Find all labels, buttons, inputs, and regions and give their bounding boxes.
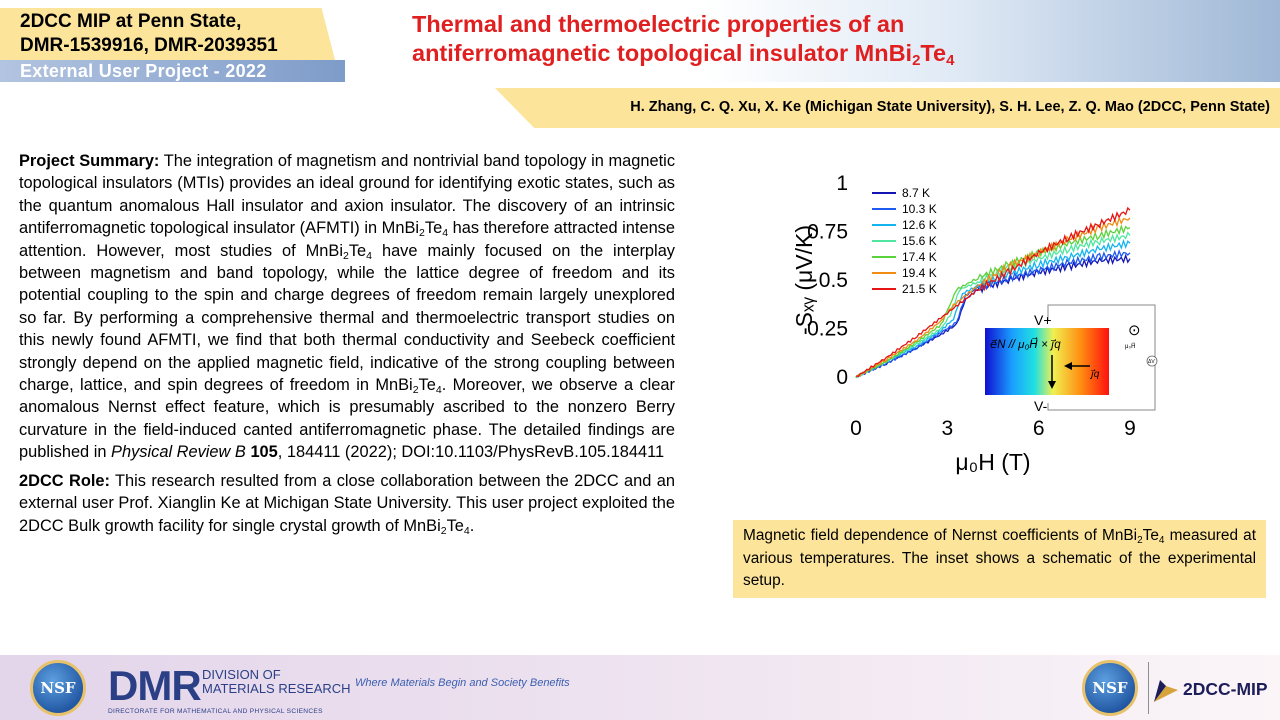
footer-band xyxy=(0,655,1280,720)
inset-voltmeter xyxy=(1146,355,1158,367)
2dcc-mip-logo: 2DCC-MIP xyxy=(1183,679,1268,699)
nsf-logo: NSF xyxy=(30,660,86,716)
project-type-band: External User Project - 2022 xyxy=(0,60,345,82)
y-tick-label: 1 xyxy=(836,172,848,195)
x-tick-label: 9 xyxy=(1124,417,1136,440)
y-tick-label: 0.5 xyxy=(819,269,848,292)
inset-formula: e⃗N // μ₀H⃗ × j⃗q xyxy=(990,337,1061,351)
inset-delta-v: ΔV xyxy=(1148,359,1155,365)
slide-title: Thermal and thermoelectric properties of… xyxy=(412,10,1212,68)
role-paragraph: 2DCC Role: This research resulted from a… xyxy=(19,471,675,537)
nsf-logo-right: NSF xyxy=(1082,660,1138,716)
project-type: External User Project - 2022 xyxy=(20,61,267,81)
project-summary: Project Summary: The integration of magn… xyxy=(19,150,675,543)
inset-odot: ⊙ xyxy=(1128,322,1141,339)
setup-inset: V+ V-e⃗N // μ₀H⃗ × j⃗q j⃗q ⊙ μ₀H⃗ ΔV xyxy=(985,304,1158,414)
summary-paragraph: Project Summary: The integration of magn… xyxy=(19,152,676,462)
inset-jq: j⃗q xyxy=(1089,369,1100,380)
chart-legend: 8.7 K 10.3 K 12.6 K 15.6 K 17.4 K 19.4 K 21.5 … xyxy=(872,186,937,296)
y-axis-label: -Sₓᵧ (μV/K) xyxy=(791,225,817,335)
title-line-2: antiferromagnetic topological insulator … xyxy=(412,40,955,69)
legend-label: 17.4 K xyxy=(902,250,937,264)
legend-label: 21.5 K xyxy=(902,282,937,296)
inset-v-plus: V+ xyxy=(1034,312,1052,328)
legend-label: 8.7 K xyxy=(902,186,930,200)
x-tick-label: 6 xyxy=(1033,417,1045,440)
tag-line-2: DMR-1539916, DMR-2039351 xyxy=(20,35,278,56)
inset-mu0h: μ₀H⃗ xyxy=(1125,342,1135,350)
inset-v-minus: V- xyxy=(1034,398,1048,414)
x-axis-label: μ₀H (T) xyxy=(955,449,1030,475)
series-line xyxy=(855,216,1131,378)
authors-band: H. Zhang, C. Q. Xu, X. Ke (Michigan Stat… xyxy=(495,88,1280,128)
inset-sample xyxy=(985,328,1109,395)
x-tick-label: 3 xyxy=(941,417,953,440)
authors: H. Zhang, C. Q. Xu, X. Ke (Michigan Stat… xyxy=(630,99,1270,115)
nernst-chart: 0 0.25 0.5 0.75 1 0 3 6 9 μ₀H (T) -Sₓᵧ (μV/K) 8.7 … xyxy=(791,172,1158,475)
inset-arrowhead-down xyxy=(1048,381,1056,389)
2dcc-arrow-icon xyxy=(1154,680,1178,702)
tag-line-1: 2DCC MIP at Penn State, xyxy=(20,11,242,32)
dmr-directorate-text: DIRECTORATE FOR MATHEMATICAL AND PHYSICA… xyxy=(108,708,323,715)
header-tag: 2DCC MIP at Penn State, DMR-1539916, DMR… xyxy=(0,8,335,60)
tagline: Where Materials Begin and Society Benefi… xyxy=(355,677,570,689)
series-line xyxy=(855,206,1131,378)
chart-axes: 0 0.25 0.5 0.75 1 0 3 6 9 μ₀H (T) -Sₓᵧ (μV/K) xyxy=(791,172,1136,475)
inset-arrowhead-left xyxy=(1064,362,1072,370)
legend-label: 10.3 K xyxy=(902,202,937,216)
y-tick-label: 0.25 xyxy=(807,318,848,341)
legend-label: 12.6 K xyxy=(902,218,937,232)
y-tick-label: 0.75 xyxy=(807,221,848,244)
y-tick-label: 0 xyxy=(836,366,848,389)
legend-label: 19.4 K xyxy=(902,266,937,280)
figure-caption: Magnetic field dependence of Nernst coef… xyxy=(733,520,1266,598)
title-line-1: Thermal and thermoelectric properties of… xyxy=(412,11,905,37)
footer-divider xyxy=(1148,662,1149,714)
legend-label: 15.6 K xyxy=(902,234,937,248)
chart-series xyxy=(855,206,1131,379)
dmr-logo: DMR xyxy=(108,662,202,709)
dmr-division-text: DIVISION OF MATERIALS RESEARCH xyxy=(202,667,351,696)
x-tick-label: 0 xyxy=(850,417,862,440)
